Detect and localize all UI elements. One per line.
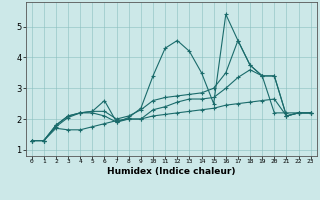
X-axis label: Humidex (Indice chaleur): Humidex (Indice chaleur) <box>107 167 236 176</box>
